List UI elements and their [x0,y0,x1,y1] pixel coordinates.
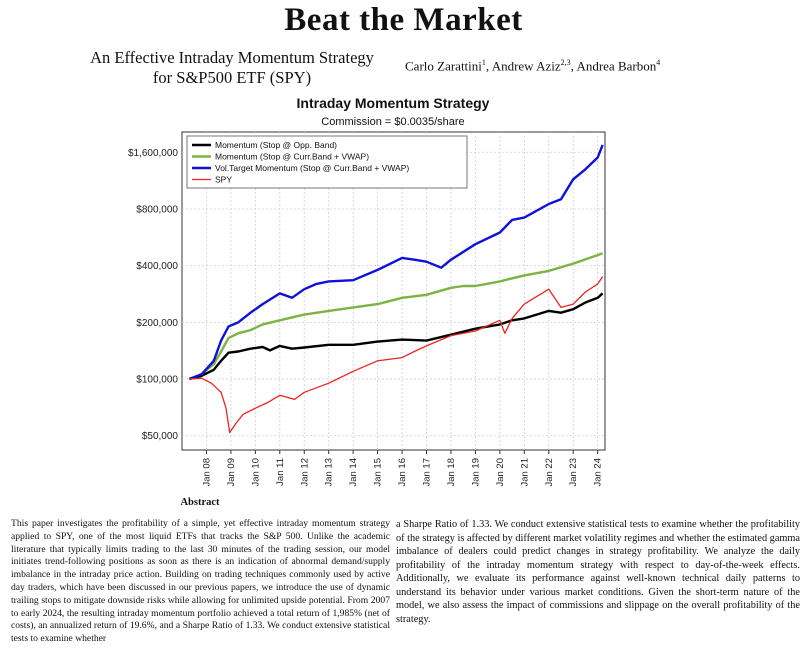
x-tick-label: Jan 09 [226,458,237,487]
x-tick-label: Jan 08 [201,458,212,487]
chart-legend: Momentum (Stop @ Opp. Band) Momentum (Sto… [186,135,468,189]
legend-entry: Vol.Target Momentum (Stop @ Curr.Band + … [215,163,409,173]
y-tick-label: $100,000 [136,375,178,386]
author-list: Carlo Zarattini1, Andrew Aziz2,3, Andrea… [405,58,661,74]
x-tick-label: Jan 12 [299,458,310,487]
y-tick-label: $50,000 [142,431,179,442]
author-name: Andrew Aziz [491,58,561,74]
x-tick-label: Jan 17 [422,458,433,487]
paper-title: Beat the Market [284,2,523,38]
chart-title: Intraday Momentum Strategy [297,95,490,111]
author-affiliation: 4 [656,58,661,67]
author-affiliation: 1 [481,58,486,67]
abstract-heading: Abstract [180,497,220,508]
axes: $50,000 $100,000 $200,000 $400,000 $800,000 $… [128,148,604,487]
abstract-column-right: a Sharpe Ratio of 1.33. We conduct exten… [396,519,800,625]
y-tick-label: $200,000 [136,318,178,329]
chart-subtitle: Commission = $0.0035/share [321,116,464,128]
abstract-column-left: This paper investigates the profitabilit… [11,518,390,645]
x-tick-label: Jan 18 [446,458,457,487]
x-tick-label: Jan 24 [593,458,604,487]
y-tick-label: $1,600,000 [128,148,178,159]
series-line-0 [188,292,604,381]
author-name: Andrea Barbon [576,58,657,74]
legend-box [186,135,468,189]
y-tick-label: $800,000 [136,204,178,215]
y-tick-label: $400,000 [136,261,178,272]
x-tick-label: Jan 23 [568,458,579,487]
author-name: Carlo Zarattini [405,58,482,74]
series-line-2 [188,144,604,381]
legend-entry: Momentum (Stop @ Opp. Band) [215,140,337,150]
x-tick-label: Jan 11 [275,458,286,486]
legend-entry: SPY [215,175,232,185]
x-tick-label: Jan 14 [348,458,359,487]
equity-curve-chart: Intraday Momentum Strategy Commission = … [128,95,606,487]
subtitle-line-2: for S&P500 ETF (SPY) [152,68,312,87]
series-line-1 [188,252,604,381]
x-tick-label: Jan 15 [373,458,384,487]
x-tick-label: Jan 16 [397,458,408,487]
x-tick-label: Jan 21 [519,458,530,487]
x-tick-label: Jan 22 [544,458,555,487]
author-affiliation: 2,3 [560,58,571,67]
legend-entry: Momentum (Stop @ Curr.Band + VWAP) [215,152,369,162]
x-tick-label: Jan 10 [250,458,261,487]
series-lines [188,144,604,434]
subtitle-line-1: An Effective Intraday Momentum Strategy [90,48,374,67]
x-tick-label: Jan 13 [324,458,335,487]
x-tick-label: Jan 20 [495,458,506,487]
paper-subtitle: An Effective Intraday Momentum Strategy … [62,48,402,88]
x-tick-label: Jan 19 [470,458,481,487]
series-line-3 [189,276,604,434]
